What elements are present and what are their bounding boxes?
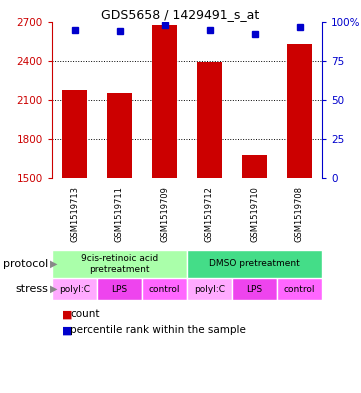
Text: 9cis-retinoic acid
pretreatment: 9cis-retinoic acid pretreatment — [81, 254, 158, 274]
Text: GSM1519713: GSM1519713 — [70, 186, 79, 242]
Bar — [142, 278, 187, 300]
Text: polyI:C: polyI:C — [59, 285, 90, 294]
Bar — [52, 250, 187, 278]
Text: control: control — [284, 285, 315, 294]
Text: GSM1519712: GSM1519712 — [205, 186, 214, 242]
Text: ■: ■ — [62, 325, 73, 335]
Text: ▶: ▶ — [50, 284, 57, 294]
Bar — [232, 278, 277, 300]
Bar — [187, 278, 232, 300]
Text: GDS5658 / 1429491_s_at: GDS5658 / 1429491_s_at — [101, 8, 260, 21]
Text: ▶: ▶ — [50, 259, 57, 269]
Bar — [107, 93, 132, 178]
Text: GSM1519711: GSM1519711 — [115, 186, 124, 242]
Bar — [287, 44, 312, 178]
Bar — [152, 25, 177, 178]
Text: GSM1519709: GSM1519709 — [160, 186, 169, 242]
Bar — [187, 250, 322, 278]
Bar — [277, 278, 322, 300]
Bar — [62, 90, 87, 178]
Text: protocol: protocol — [3, 259, 48, 269]
Text: DMSO pretreatment: DMSO pretreatment — [209, 259, 300, 268]
Text: polyI:C: polyI:C — [194, 285, 225, 294]
Bar — [97, 278, 142, 300]
Text: stress: stress — [15, 284, 48, 294]
Text: GSM1519708: GSM1519708 — [295, 186, 304, 242]
Text: GSM1519710: GSM1519710 — [250, 186, 259, 242]
Text: count: count — [70, 309, 100, 320]
Bar — [197, 62, 222, 178]
Text: LPS: LPS — [247, 285, 262, 294]
Text: LPS: LPS — [112, 285, 127, 294]
Text: ■: ■ — [62, 309, 73, 320]
Bar — [52, 278, 97, 300]
Text: percentile rank within the sample: percentile rank within the sample — [70, 325, 246, 335]
Text: control: control — [149, 285, 180, 294]
Bar — [242, 154, 267, 178]
